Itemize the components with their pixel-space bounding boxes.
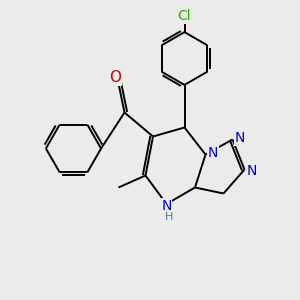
Text: H: H [165,212,173,222]
Text: O: O [109,70,121,85]
Text: Cl: Cl [178,9,191,23]
Text: N: N [161,199,172,212]
Text: N: N [247,164,257,178]
Text: N: N [235,131,245,145]
Text: N: N [208,146,218,160]
